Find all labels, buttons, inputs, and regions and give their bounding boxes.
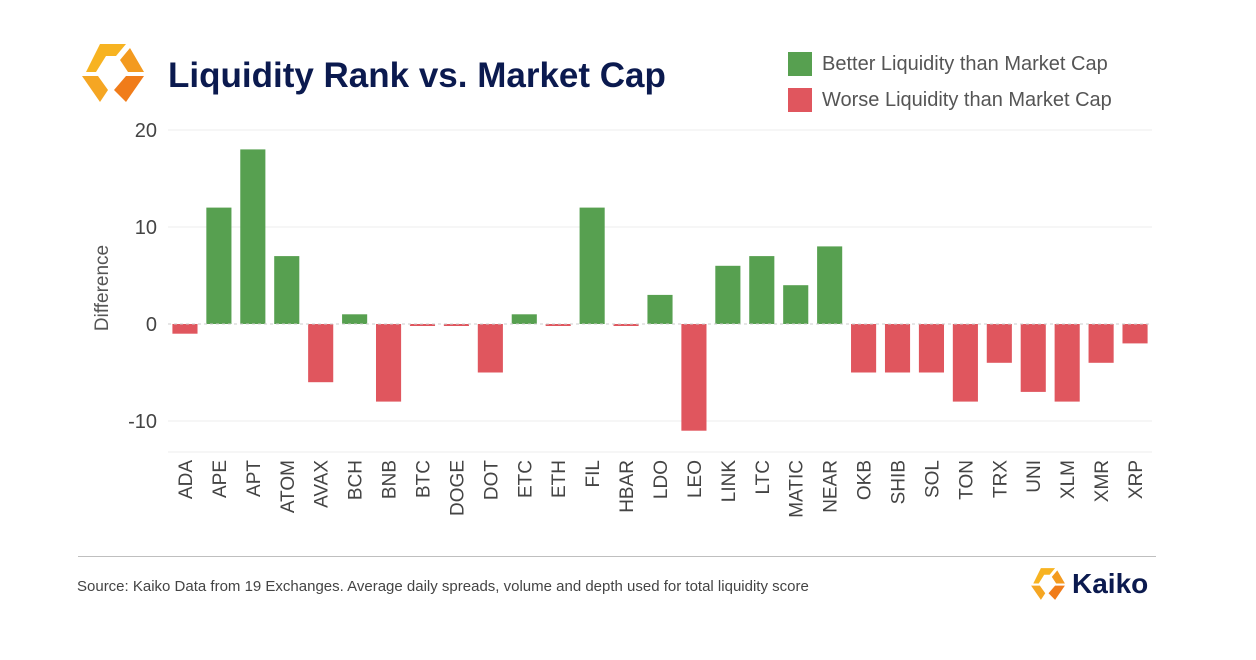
legend-swatch-worse [788, 88, 812, 112]
x-tick-label: TON [956, 460, 977, 500]
bar-apt [240, 149, 266, 324]
bar-ltc [749, 256, 775, 324]
bar-dot [477, 324, 503, 373]
bar-eth [545, 324, 571, 326]
legend-label-worse: Worse Liquidity than Market Cap [822, 88, 1112, 111]
x-tick-label: AVAX [312, 460, 333, 508]
x-tick-label: LEO [685, 460, 706, 498]
bar-near [817, 246, 843, 324]
bar-btc [409, 324, 436, 326]
x-tick-label: SHIB [889, 460, 910, 504]
bar-uni [1020, 324, 1046, 392]
x-tick-label: HBAR [617, 460, 638, 513]
x-tick-label: LINK [719, 460, 740, 503]
bar-fil [579, 207, 605, 324]
brand-name: Kaiko [1072, 568, 1149, 599]
bar-doge [443, 324, 469, 326]
x-tick-label: XMR [1092, 460, 1113, 502]
x-tick-label: ETH [549, 460, 570, 498]
footer-divider [78, 556, 1156, 557]
bar-ada [172, 324, 198, 334]
x-tick-label: ETC [515, 460, 536, 498]
x-tick-label: LTC [753, 460, 774, 494]
x-tick-label: ATOM [278, 460, 299, 513]
y-tick-label: -10 [128, 411, 157, 433]
x-tick-label: DOGE [447, 460, 468, 516]
x-tick-label: LDO [651, 460, 672, 499]
kaiko-logo-icon [82, 44, 144, 102]
x-tick-label: BCH [346, 460, 367, 500]
bar-xmr [1088, 324, 1114, 363]
legend-label-better: Better Liquidity than Market Cap [822, 52, 1108, 75]
x-tick-label: ADA [176, 460, 197, 499]
y-axis-label: Difference [92, 245, 113, 331]
bar-shib [884, 324, 911, 373]
bar-bnb [375, 324, 402, 402]
bar-matic [783, 285, 809, 324]
legend: Better Liquidity than Market Cap Worse L… [788, 50, 1112, 122]
bar-ldo [647, 294, 673, 324]
x-tick-label: TRX [990, 460, 1011, 498]
bar-xrp [1122, 324, 1148, 344]
x-tick-label: MATIC [787, 460, 808, 518]
legend-item-better: Better Liquidity than Market Cap [788, 50, 1112, 78]
x-tick-label: SOL [922, 460, 943, 498]
source-note: Source: Kaiko Data from 19 Exchanges. Av… [77, 578, 809, 595]
chart-title: Liquidity Rank vs. Market Cap [168, 56, 666, 95]
x-tick-label: XRP [1126, 460, 1147, 499]
x-tick-label: APT [244, 460, 265, 497]
bar-ton [952, 324, 978, 402]
y-tick-label: 20 [135, 120, 157, 142]
x-tick-label: BNB [380, 460, 401, 499]
bar-bch [342, 314, 368, 324]
bar-hbar [613, 324, 639, 326]
bar-ape [206, 207, 232, 324]
bar-atom [274, 256, 300, 324]
bar-link [715, 265, 741, 324]
x-tick-label: FIL [583, 460, 604, 487]
legend-swatch-better [788, 52, 812, 76]
legend-item-worse: Worse Liquidity than Market Cap [788, 86, 1112, 114]
bar-avax [308, 324, 334, 383]
x-tick-label: XLM [1058, 460, 1079, 499]
y-tick-label: 0 [146, 314, 157, 336]
bar-chart: -10 0 10 20 Difference ADA APE APT ATOM AVAX BCH BN… [92, 120, 1152, 518]
bar-trx [986, 324, 1012, 363]
x-tick-label: DOT [481, 460, 502, 501]
x-tick-label: NEAR [821, 460, 842, 513]
bar-xlm [1054, 324, 1080, 402]
y-tick-label: 10 [135, 217, 157, 239]
brand: Kaiko [1030, 566, 1148, 602]
x-tick-label: UNI [1024, 460, 1045, 493]
x-tick-label: BTC [413, 460, 434, 498]
bar-leo [681, 324, 707, 431]
x-tick-label: OKB [855, 460, 876, 500]
x-tick-label: APE [210, 460, 231, 498]
bar-sol [918, 324, 945, 373]
bar-etc [511, 314, 537, 324]
kaiko-small-logo-icon [1031, 568, 1065, 600]
bar-okb [851, 324, 877, 373]
